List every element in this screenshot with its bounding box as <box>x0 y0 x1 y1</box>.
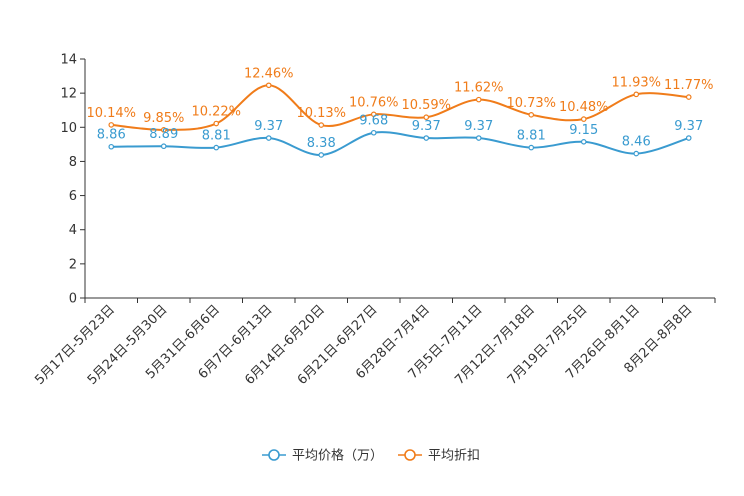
y-tick-label: 10 <box>60 121 77 136</box>
data-point[interactable] <box>370 129 377 136</box>
data-label: 10.59% <box>401 98 451 113</box>
data-point[interactable] <box>475 135 482 141</box>
legend-label: 平均折扣 <box>428 449 480 464</box>
data-label: 11.77% <box>664 78 714 93</box>
data-label: 8.81 <box>202 129 231 144</box>
data-label: 8.89 <box>149 127 178 142</box>
data-point[interactable] <box>318 122 325 128</box>
legend-item-1[interactable]: 平均折扣 <box>398 449 480 464</box>
y-tick-label: 6 <box>69 189 77 204</box>
data-point[interactable] <box>528 144 535 151</box>
data-label: 9.15 <box>569 123 598 138</box>
legend[interactable]: 平均价格（万） 平均折扣 <box>262 448 480 464</box>
data-labels-layer: 8.86 8.89 8.81 9.37 8.38 9.68 9.37 9.37 8.81 9.15… <box>86 66 713 151</box>
data-label: 9.37 <box>674 119 703 134</box>
data-label: 9.37 <box>464 119 493 134</box>
data-label: 9.37 <box>254 119 283 134</box>
data-label: 10.48% <box>559 100 609 115</box>
data-label: 8.86 <box>97 128 126 143</box>
data-point[interactable] <box>318 152 325 158</box>
legend-marker <box>404 449 416 461</box>
data-label: 10.22% <box>191 105 241 120</box>
data-label: 8.81 <box>517 129 546 144</box>
y-tick-label: 2 <box>69 257 77 272</box>
data-label: 10.73% <box>506 96 556 111</box>
data-point[interactable] <box>528 112 535 118</box>
data-label: 8.38 <box>307 136 336 151</box>
data-point[interactable] <box>108 143 115 150</box>
y-tick-label: 8 <box>69 155 77 170</box>
data-label: 11.93% <box>611 75 661 90</box>
data-point[interactable] <box>580 138 587 145</box>
data-point[interactable] <box>265 82 272 89</box>
data-label: 9.68 <box>359 114 388 129</box>
data-point[interactable] <box>685 94 692 100</box>
data-label: 10.13% <box>296 106 346 121</box>
data-point[interactable] <box>580 116 587 122</box>
y-tick-label: 4 <box>69 223 77 238</box>
legend-marker <box>268 449 280 461</box>
data-point[interactable] <box>108 122 115 128</box>
y-tick-label: 12 <box>60 87 77 102</box>
series-layer <box>108 82 692 158</box>
legend-item-0[interactable]: 平均价格（万） <box>262 448 383 464</box>
data-point[interactable] <box>475 96 482 103</box>
data-label: 11.62% <box>454 81 504 96</box>
data-label: 10.76% <box>349 95 399 110</box>
data-label: 8.46 <box>622 135 651 150</box>
data-label: 9.37 <box>412 119 441 134</box>
data-point[interactable] <box>633 91 640 98</box>
data-point[interactable] <box>160 143 167 150</box>
data-label: 12.46% <box>244 66 294 81</box>
data-point[interactable] <box>213 120 220 127</box>
data-point[interactable] <box>423 135 430 141</box>
data-point[interactable] <box>685 135 692 141</box>
data-point[interactable] <box>213 144 220 151</box>
data-point[interactable] <box>265 135 272 141</box>
legend-label: 平均价格（万） <box>292 448 383 464</box>
data-point[interactable] <box>370 111 377 118</box>
data-label: 9.85% <box>143 111 184 126</box>
y-tick-label: 0 <box>69 292 77 307</box>
data-point[interactable] <box>423 114 430 121</box>
series-line-0 <box>111 131 690 156</box>
y-tick-label: 14 <box>60 53 77 68</box>
data-point[interactable] <box>633 150 640 157</box>
data-point[interactable] <box>160 127 167 133</box>
data-label: 10.14% <box>86 106 136 121</box>
